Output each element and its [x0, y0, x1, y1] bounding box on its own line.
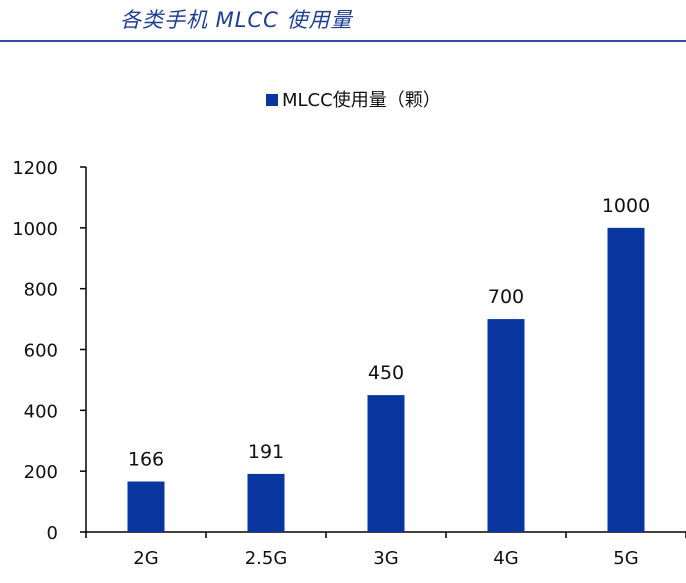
bar-2-5g	[247, 473, 285, 532]
data-label: 166	[128, 449, 164, 471]
bar-2g	[127, 481, 165, 532]
x-tick-label: 5G	[613, 548, 638, 569]
legend-swatch	[266, 94, 278, 106]
y-tick-label: 400	[24, 401, 58, 422]
x-tick-label: 3G	[373, 548, 398, 569]
y-tick-label: 0	[47, 523, 58, 544]
y-tick-label: 200	[24, 462, 58, 483]
bar-4g	[487, 319, 525, 532]
x-tick-label: 2G	[133, 548, 158, 569]
y-tick-label: 1200	[12, 158, 58, 179]
bar-3g	[367, 395, 405, 532]
data-label: 1000	[602, 195, 650, 217]
x-tick-label: 2.5G	[245, 548, 288, 569]
header-divider	[0, 40, 686, 42]
data-label: 700	[488, 286, 524, 308]
legend-label: MLCC使用量（颗）	[282, 90, 441, 111]
y-tick-label: 800	[24, 280, 58, 301]
y-tick-label: 1000	[12, 219, 58, 240]
data-label: 191	[248, 441, 284, 463]
page-title: 各类手机 MLCC 使用量	[120, 8, 353, 32]
page-header: 各类手机 MLCC 使用量	[0, 0, 686, 44]
x-tick-label: 4G	[493, 548, 518, 569]
y-tick-label: 600	[24, 341, 58, 362]
bar-5g	[607, 227, 645, 533]
data-label: 450	[368, 362, 404, 384]
